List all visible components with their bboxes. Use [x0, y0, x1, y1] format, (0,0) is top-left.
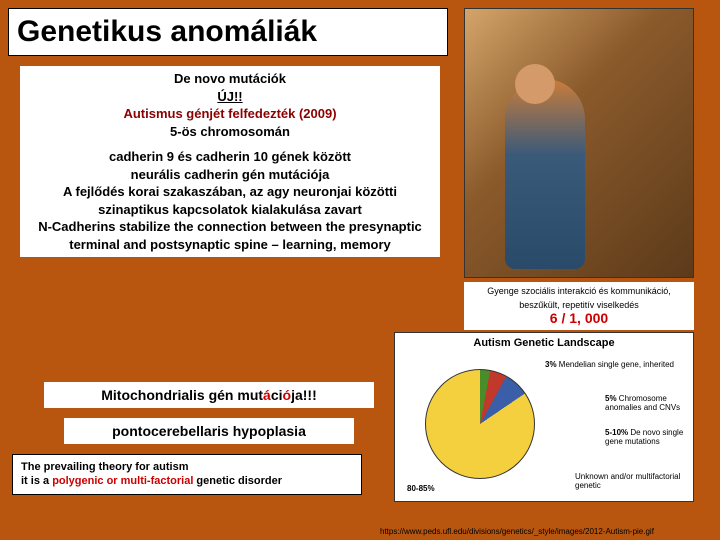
- chart-label-2: 5% Chromosome anomalies and CNVs: [605, 395, 690, 413]
- theory-box: The prevailing theory for autism it is a…: [12, 454, 362, 495]
- citation: https://www.peds.ufl.edu/divisions/genet…: [380, 527, 654, 536]
- pie-chart-box: Autism Genetic Landscape 3% Mendelian si…: [394, 332, 694, 502]
- caption-l1: Gyenge szociális interakció és kommuniká…: [470, 286, 688, 296]
- main-l7: N-Cadherins stabilize the connection bet…: [26, 218, 434, 253]
- main-l5: neurális cadherin gén mutációja: [26, 166, 434, 184]
- mito-text: Mitochondrialis gén mutációja!!!: [101, 387, 317, 403]
- title-box: Genetikus anomáliák: [8, 8, 448, 56]
- main-l3b: 5-ös chromosomán: [170, 124, 290, 139]
- main-l2: ÚJ!!: [26, 88, 434, 106]
- chart-label-5: 80-85%: [407, 485, 435, 494]
- main-l4: cadherin 9 és cadherin 10 gének között: [26, 148, 434, 166]
- pie-wrap: [425, 369, 535, 479]
- chart-title: Autism Genetic Landscape: [395, 333, 693, 353]
- caption-l2: beszűkült, repetitív viselkedés: [470, 300, 688, 310]
- caption-ratio: 6 / 1, 000: [470, 310, 688, 326]
- ponto-box: pontocerebellaris hypoplasia: [64, 418, 354, 444]
- pie-chart: [425, 369, 535, 479]
- main-text-block: De novo mutációk ÚJ!! Autismus génjét fe…: [20, 66, 440, 257]
- main-l3: Autismus génjét felfedezték (2009) 5-ös …: [26, 105, 434, 140]
- main-l6: A fejlődés korai szakaszában, az agy neu…: [26, 183, 434, 218]
- chart-label-3: 5-10% De novo single gene mutations: [605, 429, 690, 447]
- theory-l2: it is a polygenic or multi-factorial gen…: [21, 474, 353, 488]
- photo-caption: Gyenge szociális interakció és kommuniká…: [464, 282, 694, 330]
- mito-box: Mitochondrialis gén mutációja!!!: [44, 382, 374, 408]
- child-photo: [464, 8, 694, 278]
- chart-label-1: 3% Mendelian single gene, inherited: [545, 361, 675, 370]
- page-title: Genetikus anomáliák: [17, 15, 317, 49]
- theory-l1: The prevailing theory for autism: [21, 460, 353, 474]
- chart-label-4: Unknown and/or multifactorial genetic: [575, 473, 685, 491]
- ponto-text: pontocerebellaris hypoplasia: [112, 423, 306, 439]
- main-l3a: Autismus génjét felfedezték (2009): [123, 106, 336, 121]
- main-l1: De novo mutációk: [26, 70, 434, 88]
